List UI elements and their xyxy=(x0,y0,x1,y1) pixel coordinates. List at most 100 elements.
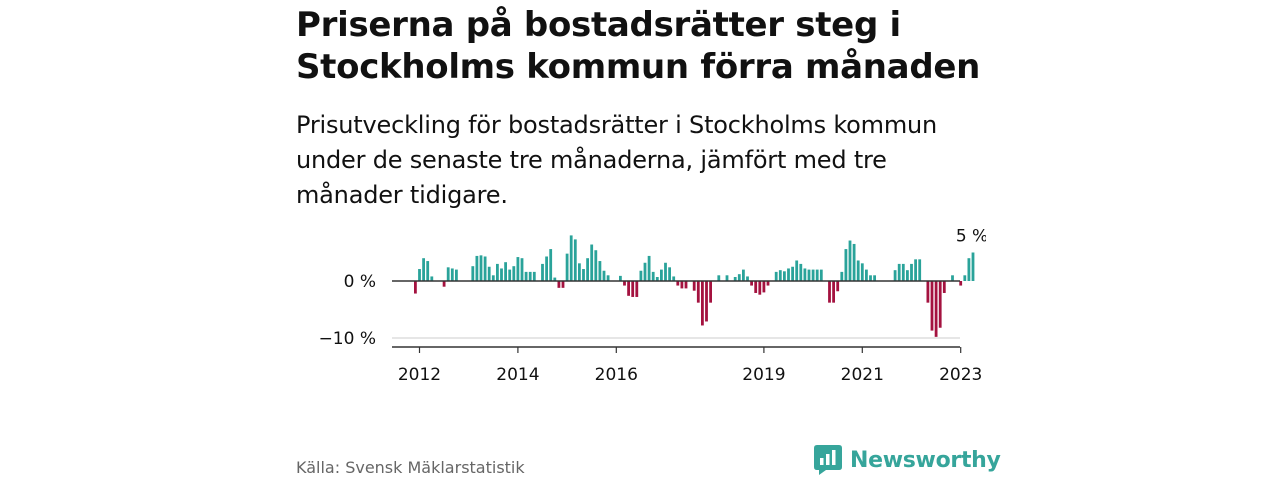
chart-title: Priserna på bostadsrätter steg i Stockho… xyxy=(296,5,981,87)
bar xyxy=(840,271,844,281)
bar xyxy=(586,258,589,281)
bar xyxy=(865,269,868,281)
bar xyxy=(848,240,852,281)
bar xyxy=(557,281,561,288)
bar xyxy=(598,261,602,281)
bar xyxy=(680,281,684,289)
bar xyxy=(750,281,753,286)
bar xyxy=(705,281,708,322)
bar xyxy=(623,281,626,286)
bar xyxy=(619,275,622,281)
bar xyxy=(787,268,790,281)
bar xyxy=(676,281,680,286)
bar xyxy=(828,281,831,303)
bar xyxy=(672,276,676,281)
bar xyxy=(590,244,594,281)
bar xyxy=(487,266,491,281)
bar xyxy=(479,255,483,281)
bar xyxy=(684,281,688,289)
bar xyxy=(897,263,901,281)
bar xyxy=(906,270,909,281)
chart-subtitle: Prisutveckling för bostadsrätter i Stock… xyxy=(296,111,938,209)
bar xyxy=(938,281,942,328)
bar xyxy=(516,257,520,281)
bar xyxy=(627,281,630,296)
source-note: Källa: Svensk Mäklarstatistik xyxy=(296,458,525,477)
bar xyxy=(951,275,954,281)
bar xyxy=(795,260,799,281)
bar xyxy=(754,281,758,293)
bar xyxy=(496,263,499,281)
bar xyxy=(819,269,823,281)
bars-layer xyxy=(414,235,975,337)
bar xyxy=(602,270,606,281)
bar xyxy=(791,266,794,281)
bar xyxy=(856,260,860,281)
bar xyxy=(860,263,864,281)
bar xyxy=(504,262,507,281)
bar xyxy=(418,269,421,281)
bar xyxy=(524,271,528,281)
bar xyxy=(696,281,700,303)
bar xyxy=(742,269,745,281)
bar xyxy=(635,281,639,297)
last-value-label: 5 % xyxy=(956,227,986,247)
bar xyxy=(959,281,963,286)
y-tick-label: 0 % xyxy=(344,272,376,292)
bar xyxy=(844,249,848,281)
bar xyxy=(832,281,835,303)
bar xyxy=(528,271,532,281)
bar xyxy=(758,281,762,295)
bar xyxy=(971,252,975,281)
bar xyxy=(926,281,930,303)
bar xyxy=(774,271,778,281)
bar xyxy=(963,275,967,281)
bar xyxy=(541,263,544,281)
bar xyxy=(811,269,815,281)
bar xyxy=(483,256,487,281)
chart-card: Priserna på bostadsrätter steg i Stockho… xyxy=(296,0,1001,480)
axis-layer: 0 % −10 % 2012 2014 2016 2019 2021 2023 5 % xyxy=(319,227,986,386)
bar xyxy=(422,258,425,281)
bar xyxy=(549,249,553,281)
bar xyxy=(414,281,417,294)
bar xyxy=(893,270,897,281)
bar xyxy=(803,268,807,281)
bar xyxy=(778,270,782,281)
bar xyxy=(446,267,450,281)
bar xyxy=(561,281,565,288)
bar xyxy=(520,258,524,281)
x-tick-label: 2016 xyxy=(595,365,638,385)
bar xyxy=(873,275,876,281)
bar xyxy=(815,269,819,281)
bar xyxy=(762,281,766,293)
bar xyxy=(582,269,585,281)
x-tick-label: 2012 xyxy=(398,365,441,385)
bar xyxy=(508,269,512,281)
bar xyxy=(553,277,557,281)
x-tick-label: 2021 xyxy=(841,365,884,385)
bar xyxy=(491,275,495,281)
bar xyxy=(660,269,663,281)
bar xyxy=(631,281,635,297)
bar xyxy=(807,269,811,281)
bar xyxy=(746,276,749,281)
brand-name: Newsworthy xyxy=(850,447,1001,473)
bar xyxy=(852,243,856,281)
bar xyxy=(799,263,803,281)
bar xyxy=(737,274,741,281)
bar xyxy=(606,275,610,281)
newsworthy-logo[interactable]: Newsworthy xyxy=(814,445,1001,475)
bar xyxy=(594,250,598,281)
bar xyxy=(766,281,770,286)
bar xyxy=(639,270,643,281)
bar xyxy=(942,281,946,293)
bar xyxy=(569,235,573,281)
bar xyxy=(664,262,667,281)
x-tick-label: 2023 xyxy=(939,365,982,385)
bar-chart: 0 % −10 % 2012 2014 2016 2019 2021 2023 5 % xyxy=(319,227,986,386)
bar xyxy=(783,271,786,281)
y-tick-label: −10 % xyxy=(319,329,376,349)
bar xyxy=(869,275,872,281)
bar xyxy=(733,277,737,281)
